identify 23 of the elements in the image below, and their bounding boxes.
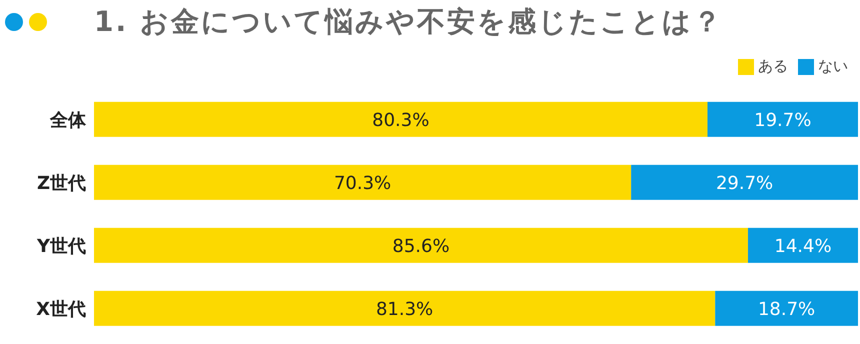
bar: [94, 290, 716, 326]
bar: [715, 290, 858, 326]
legend-label: ある: [758, 57, 788, 75]
chart-title: 1. お金について悩みや不安を感じたことは？: [94, 4, 723, 40]
bar: [94, 228, 748, 263]
data-label: 18.7%: [758, 298, 816, 320]
bar: [94, 102, 708, 137]
y-tick-label: Y世代: [36, 236, 86, 257]
data-label: 85.6%: [392, 236, 450, 257]
data-label: 29.7%: [716, 172, 774, 194]
bar: [748, 228, 858, 263]
data-label: 80.3%: [372, 110, 430, 131]
legend-label: ない: [818, 57, 848, 75]
y-tick-label: X世代: [36, 298, 86, 320]
data-label: 19.7%: [754, 110, 812, 131]
data-label: 70.3%: [334, 172, 392, 194]
bar: [94, 164, 632, 200]
bar: [631, 164, 858, 200]
y-tick-label: 全体: [49, 110, 87, 131]
y-tick-label: Z世代: [36, 172, 86, 194]
data-label: 14.4%: [774, 236, 832, 257]
data-label: 81.3%: [376, 298, 434, 320]
bar: [707, 102, 858, 137]
